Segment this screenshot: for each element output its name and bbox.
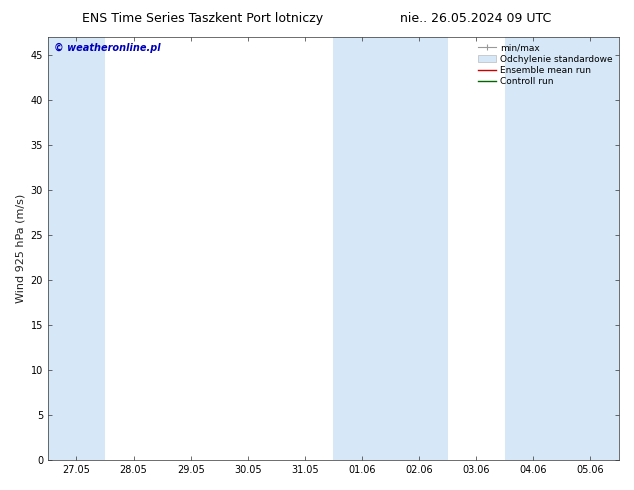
Bar (48, 37, 105, 460)
Y-axis label: Wind 925 hPa (m/s): Wind 925 hPa (m/s) (15, 194, 25, 303)
Text: © weatheronline.pl: © weatheronline.pl (54, 44, 160, 53)
Bar (562, 37, 619, 460)
Bar (505, 37, 562, 460)
Legend: min/max, Odchylenie standardowe, Ensemble mean run, Controll run: min/max, Odchylenie standardowe, Ensembl… (477, 42, 614, 88)
Text: ENS Time Series Taszkent Port lotniczy: ENS Time Series Taszkent Port lotniczy (82, 12, 323, 25)
Bar (391, 37, 448, 460)
Text: nie.. 26.05.2024 09 UTC: nie.. 26.05.2024 09 UTC (400, 12, 551, 25)
Bar (333, 37, 391, 460)
